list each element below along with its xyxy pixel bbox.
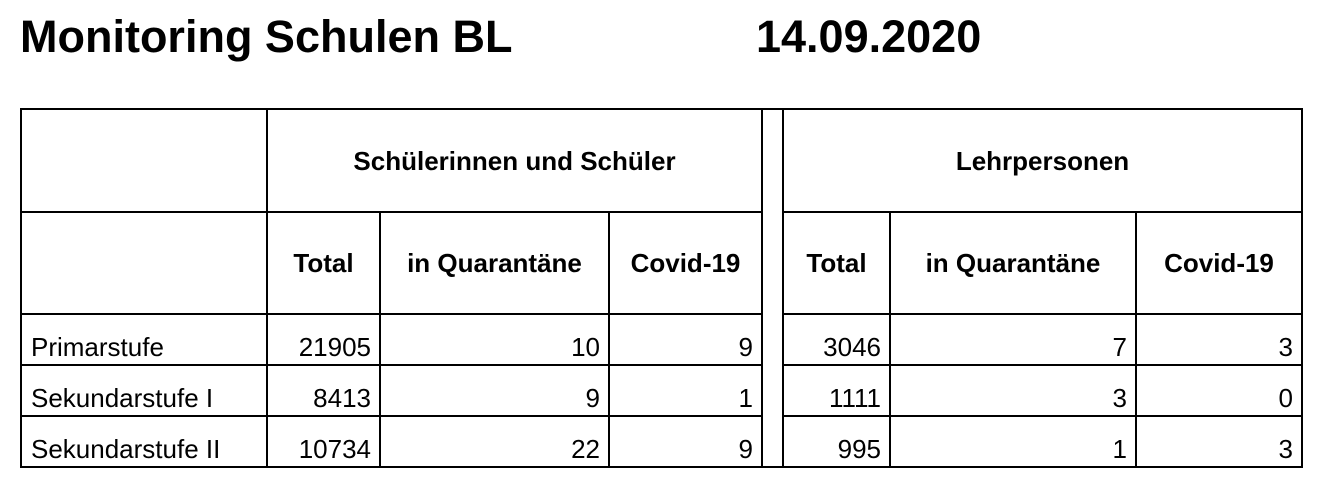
cell-students-quarantine: 22 — [379, 415, 610, 468]
row-label: Sekundarstufe I — [20, 364, 268, 417]
cell-teachers-covid: 3 — [1135, 313, 1303, 366]
page-title: Monitoring Schulen BL — [20, 11, 513, 62]
monitoring-table: Schülerinnen und Schüler Lehrpersonen To… — [20, 108, 1303, 468]
cell-students-total: 21905 — [266, 313, 381, 366]
corner-cell — [20, 211, 268, 315]
cell-students-covid: 9 — [608, 415, 763, 468]
table-row: Sekundarstufe II 10734 22 9 995 1 3 — [20, 415, 1303, 468]
group-header-students: Schülerinnen und Schüler — [266, 108, 763, 213]
cell-students-quarantine: 9 — [379, 364, 610, 417]
cell-teachers-quarantine: 1 — [889, 415, 1137, 468]
group-header-teachers: Lehrpersonen — [782, 108, 1303, 213]
col-header-teachers-total: Total — [782, 211, 891, 315]
row-label: Sekundarstufe II — [20, 415, 268, 468]
row-label: Primarstufe — [20, 313, 268, 366]
col-header-teachers-quarantine: in Quarantäne — [889, 211, 1137, 315]
cell-teachers-covid: 3 — [1135, 415, 1303, 468]
cell-students-total: 10734 — [266, 415, 381, 468]
cell-teachers-covid: 0 — [1135, 364, 1303, 417]
group-header-row: Schülerinnen und Schüler Lehrpersonen — [20, 108, 1303, 468]
cell-teachers-quarantine: 7 — [889, 313, 1137, 366]
col-header-students-quarantine: in Quarantäne — [379, 211, 610, 315]
table-row: Primarstufe 21905 10 9 3046 7 3 — [20, 313, 1303, 366]
column-separator — [761, 108, 784, 468]
report-date: 14.09.2020 — [756, 11, 982, 62]
cell-teachers-total: 3046 — [782, 313, 891, 366]
col-header-teachers-covid: Covid-19 — [1135, 211, 1303, 315]
cell-students-covid: 1 — [608, 364, 763, 417]
cell-teachers-quarantine: 3 — [889, 364, 1137, 417]
cell-teachers-total: 1111 — [782, 364, 891, 417]
cell-students-covid: 9 — [608, 313, 763, 366]
col-header-students-total: Total — [266, 211, 381, 315]
column-header-row: Total in Quarantäne Covid-19 Total in Qu… — [20, 211, 1303, 315]
col-header-students-covid: Covid-19 — [608, 211, 763, 315]
cell-students-quarantine: 10 — [379, 313, 610, 366]
cell-teachers-total: 995 — [782, 415, 891, 468]
cell-students-total: 8413 — [266, 364, 381, 417]
table-row: Sekundarstufe I 8413 9 1 1111 3 0 — [20, 364, 1303, 417]
corner-cell — [20, 108, 268, 213]
